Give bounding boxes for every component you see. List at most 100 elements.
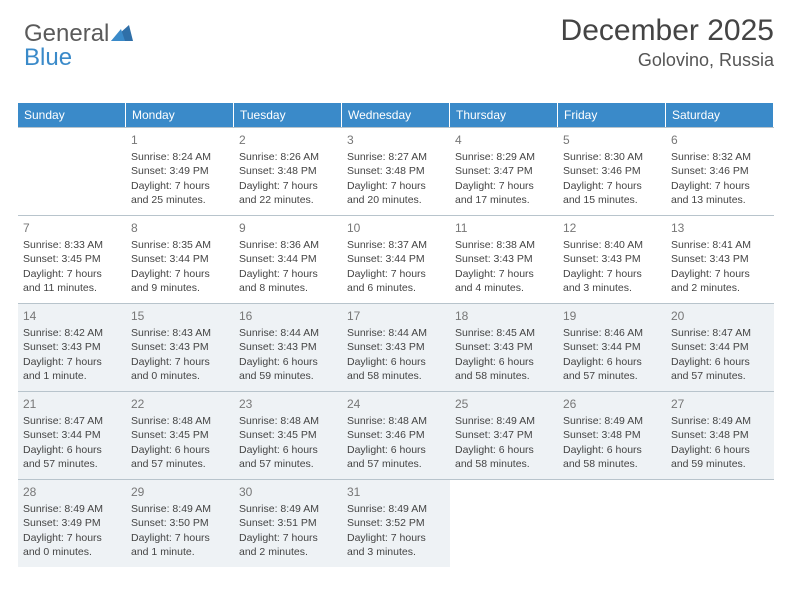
cell-line: Daylight: 7 hours and 8 minutes. bbox=[239, 267, 337, 295]
day-number: 3 bbox=[347, 132, 445, 148]
cell-line: Sunset: 3:43 PM bbox=[23, 340, 121, 354]
cell-line: Sunset: 3:45 PM bbox=[131, 428, 229, 442]
cell-line: Sunset: 3:48 PM bbox=[239, 164, 337, 178]
day-header: Tuesday bbox=[234, 103, 342, 127]
day-number: 8 bbox=[131, 220, 229, 236]
header: General December 2025 Golovino, Russia bbox=[18, 14, 774, 71]
cell-line: Daylight: 7 hours and 13 minutes. bbox=[671, 179, 769, 207]
cell-line: Daylight: 7 hours and 1 minute. bbox=[23, 355, 121, 383]
cell-line: Daylight: 6 hours and 57 minutes. bbox=[347, 443, 445, 471]
cell-line: Daylight: 7 hours and 9 minutes. bbox=[131, 267, 229, 295]
cell-line: Daylight: 7 hours and 15 minutes. bbox=[563, 179, 661, 207]
cell-line: Sunrise: 8:42 AM bbox=[23, 326, 121, 340]
cell-line: Sunrise: 8:33 AM bbox=[23, 238, 121, 252]
day-number: 14 bbox=[23, 308, 121, 324]
calendar-cell: 6 Sunrise: 8:32 AMSunset: 3:46 PMDaylight… bbox=[666, 127, 774, 215]
cell-line: Sunrise: 8:41 AM bbox=[671, 238, 769, 252]
cell-line: Daylight: 7 hours and 0 minutes. bbox=[23, 531, 121, 559]
cell-line: Sunrise: 8:47 AM bbox=[671, 326, 769, 340]
cell-line: Sunrise: 8:46 AM bbox=[563, 326, 661, 340]
day-number: 19 bbox=[563, 308, 661, 324]
day-header: Sunday bbox=[18, 103, 126, 127]
cell-line: Daylight: 6 hours and 58 minutes. bbox=[455, 443, 553, 471]
day-number: 4 bbox=[455, 132, 553, 148]
calendar-cell: 12Sunrise: 8:40 AMSunset: 3:43 PMDayligh… bbox=[558, 215, 666, 303]
cell-line: Sunrise: 8:32 AM bbox=[671, 150, 769, 164]
calendar-cell: 24Sunrise: 8:48 AMSunset: 3:46 PMDayligh… bbox=[342, 391, 450, 479]
cell-line: Sunset: 3:44 PM bbox=[563, 340, 661, 354]
cell-line: Sunset: 3:50 PM bbox=[131, 516, 229, 530]
calendar-cell: 25Sunrise: 8:49 AMSunset: 3:47 PMDayligh… bbox=[450, 391, 558, 479]
day-number: 23 bbox=[239, 396, 337, 412]
cell-line: Daylight: 7 hours and 2 minutes. bbox=[671, 267, 769, 295]
cell-line: Sunrise: 8:45 AM bbox=[455, 326, 553, 340]
cell-line: Sunset: 3:48 PM bbox=[563, 428, 661, 442]
cell-line: Sunset: 3:49 PM bbox=[131, 164, 229, 178]
cell-line: Sunrise: 8:49 AM bbox=[455, 414, 553, 428]
title-block: December 2025 Golovino, Russia bbox=[561, 14, 774, 71]
cell-line: Sunrise: 8:49 AM bbox=[563, 414, 661, 428]
day-number: 29 bbox=[131, 484, 229, 500]
cell-line: Sunset: 3:46 PM bbox=[671, 164, 769, 178]
calendar-cell: 17Sunrise: 8:44 AMSunset: 3:43 PMDayligh… bbox=[342, 303, 450, 391]
cell-line: Sunset: 3:48 PM bbox=[671, 428, 769, 442]
calendar-cell: 11Sunrise: 8:38 AMSunset: 3:43 PMDayligh… bbox=[450, 215, 558, 303]
day-number: 30 bbox=[239, 484, 337, 500]
calendar-cell: 29Sunrise: 8:49 AMSunset: 3:50 PMDayligh… bbox=[126, 479, 234, 567]
calendar-cell: 23Sunrise: 8:48 AMSunset: 3:45 PMDayligh… bbox=[234, 391, 342, 479]
calendar-cell: 18Sunrise: 8:45 AMSunset: 3:43 PMDayligh… bbox=[450, 303, 558, 391]
day-number: 1 bbox=[131, 132, 229, 148]
cell-line: Sunset: 3:48 PM bbox=[347, 164, 445, 178]
cell-line: Sunset: 3:51 PM bbox=[239, 516, 337, 530]
calendar-cell: 16Sunrise: 8:44 AMSunset: 3:43 PMDayligh… bbox=[234, 303, 342, 391]
day-number: 11 bbox=[455, 220, 553, 236]
cell-line: Sunrise: 8:44 AM bbox=[347, 326, 445, 340]
calendar-cell: 28Sunrise: 8:49 AMSunset: 3:49 PMDayligh… bbox=[18, 479, 126, 567]
cell-line: Daylight: 6 hours and 58 minutes. bbox=[347, 355, 445, 383]
day-number: 20 bbox=[671, 308, 769, 324]
cell-line: Daylight: 6 hours and 57 minutes. bbox=[131, 443, 229, 471]
day-number: 21 bbox=[23, 396, 121, 412]
calendar-cell bbox=[558, 479, 666, 567]
day-number: 31 bbox=[347, 484, 445, 500]
cell-line: Sunset: 3:44 PM bbox=[23, 428, 121, 442]
location: Golovino, Russia bbox=[561, 50, 774, 71]
cell-line: Sunrise: 8:27 AM bbox=[347, 150, 445, 164]
cell-line: Sunset: 3:45 PM bbox=[23, 252, 121, 266]
cell-line: Sunrise: 8:40 AM bbox=[563, 238, 661, 252]
day-number: 26 bbox=[563, 396, 661, 412]
calendar-cell: 5Sunrise: 8:30 AMSunset: 3:46 PMDaylight… bbox=[558, 127, 666, 215]
cell-line: Sunrise: 8:48 AM bbox=[131, 414, 229, 428]
calendar-grid: SundayMondayTuesdayWednesdayThursdayFrid… bbox=[18, 103, 774, 567]
day-number: 7 bbox=[23, 220, 121, 236]
calendar-cell: 2Sunrise: 8:26 AMSunset: 3:48 PMDaylight… bbox=[234, 127, 342, 215]
calendar-cell: 21Sunrise: 8:47 AMSunset: 3:44 PMDayligh… bbox=[18, 391, 126, 479]
cell-line: Sunrise: 8:49 AM bbox=[239, 502, 337, 516]
day-number: 6 bbox=[671, 132, 769, 148]
day-number: 10 bbox=[347, 220, 445, 236]
day-header: Saturday bbox=[666, 103, 774, 127]
cell-line: Daylight: 7 hours and 0 minutes. bbox=[131, 355, 229, 383]
cell-line: Daylight: 7 hours and 17 minutes. bbox=[455, 179, 553, 207]
cell-line: Sunrise: 8:35 AM bbox=[131, 238, 229, 252]
day-number: 28 bbox=[23, 484, 121, 500]
cell-line: Sunset: 3:44 PM bbox=[671, 340, 769, 354]
cell-line: Sunrise: 8:49 AM bbox=[131, 502, 229, 516]
cell-line: Daylight: 6 hours and 58 minutes. bbox=[563, 443, 661, 471]
calendar-cell: 3Sunrise: 8:27 AMSunset: 3:48 PMDaylight… bbox=[342, 127, 450, 215]
cell-line: Sunrise: 8:49 AM bbox=[671, 414, 769, 428]
logo-text-blue-wrap: Blue bbox=[24, 44, 72, 72]
cell-line: Daylight: 7 hours and 11 minutes. bbox=[23, 267, 121, 295]
cell-line: Sunrise: 8:29 AM bbox=[455, 150, 553, 164]
calendar-cell bbox=[450, 479, 558, 567]
calendar-cell bbox=[18, 127, 126, 215]
day-number: 24 bbox=[347, 396, 445, 412]
calendar-cell: 22Sunrise: 8:48 AMSunset: 3:45 PMDayligh… bbox=[126, 391, 234, 479]
cell-line: Daylight: 7 hours and 4 minutes. bbox=[455, 267, 553, 295]
cell-line: Daylight: 6 hours and 59 minutes. bbox=[239, 355, 337, 383]
cell-line: Daylight: 7 hours and 25 minutes. bbox=[131, 179, 229, 207]
cell-line: Sunrise: 8:48 AM bbox=[239, 414, 337, 428]
calendar-cell: 20Sunrise: 8:47 AMSunset: 3:44 PMDayligh… bbox=[666, 303, 774, 391]
day-header: Wednesday bbox=[342, 103, 450, 127]
calendar-cell: 15Sunrise: 8:43 AMSunset: 3:43 PMDayligh… bbox=[126, 303, 234, 391]
